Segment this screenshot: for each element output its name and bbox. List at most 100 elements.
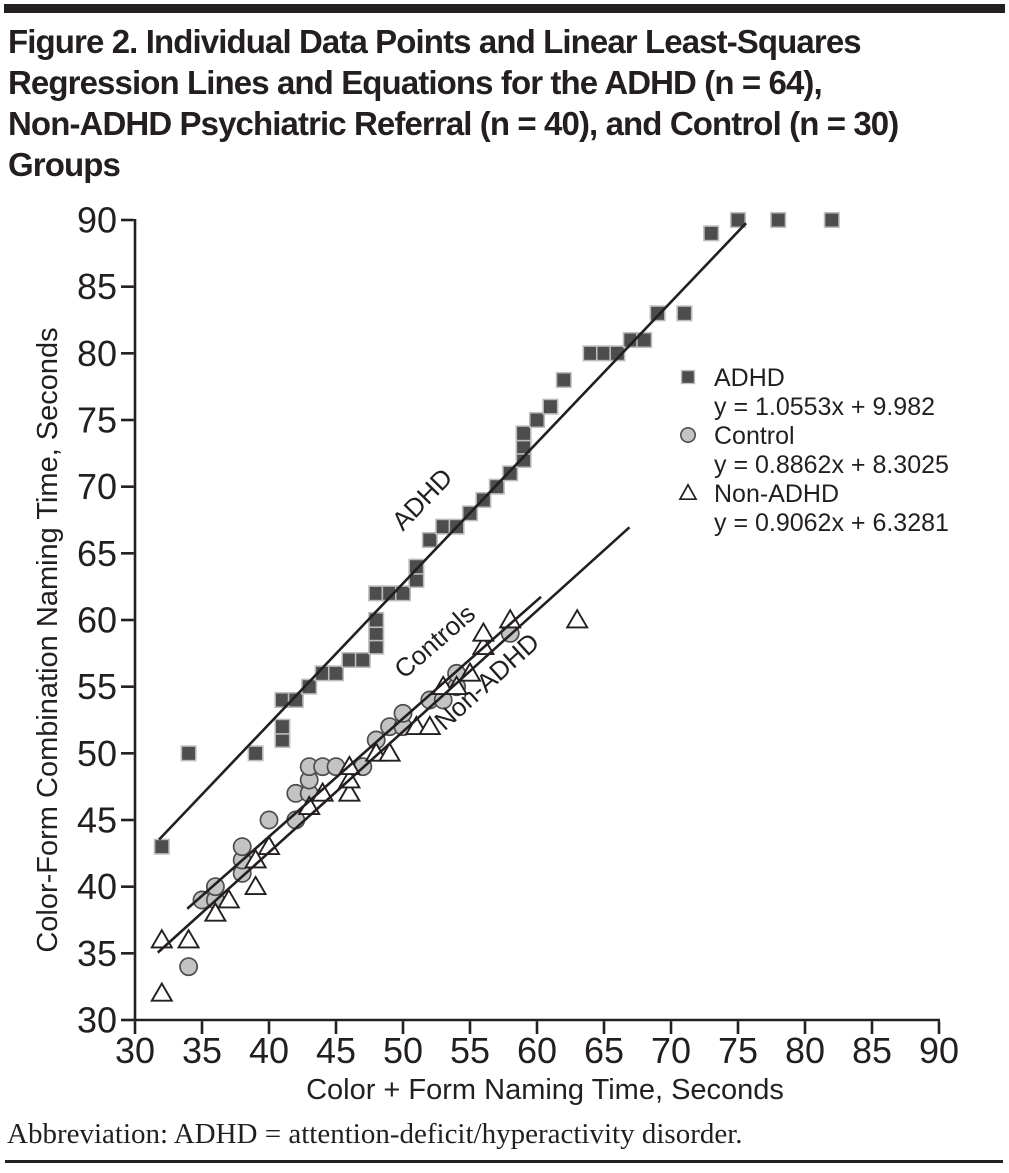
x-tick-label: 30 (115, 1030, 155, 1071)
figure-title-line-4: Groups (8, 146, 121, 183)
figure-title-line-2: Regression Lines and Equations for the A… (8, 64, 823, 101)
non-adhd-point (203, 901, 228, 922)
x-tick-label: 60 (517, 1030, 557, 1071)
non-adhd-point (565, 608, 589, 629)
adhd-point (341, 651, 358, 669)
adhd-point (247, 745, 264, 762)
non-adhd-point (150, 928, 174, 949)
adhd-point (180, 745, 197, 762)
x-tick-label: 90 (919, 1030, 959, 1071)
x-tick-label: 35 (182, 1030, 222, 1071)
control-point (259, 810, 279, 830)
non-adhd-point (444, 674, 469, 696)
adhd-point (528, 411, 546, 429)
y-tick-label: 80 (77, 333, 117, 374)
adhd-point (676, 305, 693, 322)
y-tick-label: 75 (77, 400, 117, 441)
y-tick-label: 30 (77, 1000, 117, 1041)
adhd-point (394, 585, 412, 602)
adhd-point (287, 691, 304, 709)
abbreviation-note: Abbreviation: ADHD = attention-deficit/h… (7, 1118, 743, 1150)
non-adhd-point (418, 714, 442, 736)
y-tick-label: 40 (77, 866, 117, 907)
non-adhd-point (471, 621, 496, 642)
non-adhd-point (377, 741, 402, 762)
non-adhd-point (150, 981, 174, 1002)
y-tick-label: 55 (77, 666, 117, 707)
adhd-point (274, 718, 291, 735)
legend-adhd-marker (680, 369, 696, 385)
y-tick-label: 45 (77, 800, 117, 841)
adhd-point (368, 625, 385, 642)
x-tick-label: 50 (383, 1030, 423, 1071)
legend-adhd-label: ADHD (714, 364, 785, 392)
y-tick-label: 50 (77, 733, 117, 774)
y-tick-label: 60 (77, 600, 117, 641)
adhd-point (582, 345, 599, 362)
adhd-point (703, 225, 720, 242)
legend-adhd-equation: y = 1.0553x + 9.982 (714, 393, 935, 421)
non-adhd-regression-line (156, 526, 631, 954)
non-adhd-point (217, 888, 241, 909)
x-tick-label: 45 (316, 1030, 356, 1071)
adhd-point (301, 678, 318, 695)
adhd-point (368, 585, 385, 602)
adhd-point (515, 425, 532, 442)
legend-control-equation: y = 0.8862x + 8.3025 (714, 451, 949, 479)
x-tick-label: 40 (249, 1030, 289, 1071)
x-tick-label: 85 (852, 1030, 892, 1071)
x-tick-label: 70 (651, 1030, 691, 1071)
x-axis-title: Color + Form Naming Time, Seconds (306, 1074, 784, 1106)
y-tick-label: 70 (77, 466, 117, 507)
adhd-point (609, 345, 626, 362)
y-tick-label: 35 (77, 933, 117, 974)
non-adhd-point (337, 781, 362, 802)
non-adhd-point (471, 634, 496, 656)
adhd-point (435, 518, 452, 535)
control-point (232, 837, 252, 857)
legend-non-adhd-label: Non-ADHD (714, 480, 839, 508)
adhd-point (770, 211, 787, 229)
adhd-point (823, 211, 840, 229)
control-point (205, 877, 225, 897)
y-tick-label: 90 (77, 200, 117, 241)
adhd-point (729, 211, 747, 229)
adhd-point (421, 531, 438, 549)
control-point (393, 703, 413, 723)
adhd-point (555, 371, 572, 389)
x-tick-label: 80 (785, 1030, 825, 1071)
x-tick-label: 65 (584, 1030, 624, 1071)
adhd-point (368, 638, 385, 655)
x-tick-label: 55 (450, 1030, 490, 1071)
x-tick-label: 75 (718, 1030, 758, 1071)
legend-non-adhd-equation: y = 0.9062x + 6.3281 (714, 509, 949, 537)
adhd-point (368, 611, 385, 629)
adhd-point (153, 838, 170, 855)
bottom-rule (5, 1160, 1003, 1163)
adhd-point (274, 731, 291, 749)
adhd-regression-line (158, 222, 747, 841)
adhd-point (354, 651, 371, 669)
control-regression-line (186, 595, 542, 910)
top-rule (4, 4, 1005, 13)
figure-title-line-1: Figure 2. Individual Data Points and Lin… (8, 23, 862, 60)
legend-control-marker (679, 426, 696, 443)
y-tick-label: 65 (77, 533, 117, 574)
non-adhd-point (243, 874, 268, 896)
adhd-point (408, 558, 425, 575)
adhd-point (649, 305, 666, 322)
non-adhd-point (176, 928, 201, 949)
legend-control-label: Control (714, 422, 795, 450)
figure-title: Figure 2. Individual Data Points and Lin… (8, 21, 899, 185)
control-point (179, 957, 199, 977)
figure-title-line-3: Non-ADHD Psychiatric Referral (n = 40), … (8, 105, 899, 142)
y-axis-title: Color-Form Combination Naming Time, Seco… (32, 327, 64, 952)
y-tick-label: 85 (77, 266, 117, 307)
adhd-point (327, 665, 345, 682)
adhd-point (636, 331, 653, 349)
adhd-point (502, 465, 519, 482)
adhd-point (542, 398, 559, 415)
adhd-point (595, 345, 613, 362)
